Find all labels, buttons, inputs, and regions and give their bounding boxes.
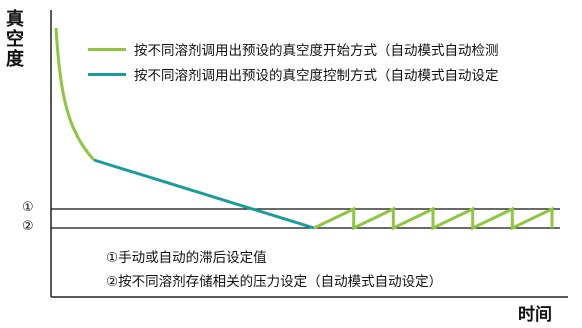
legend-item-start: 按不同溶剂调用出预设的真空度开始方式（自动模式自动检测 bbox=[88, 39, 499, 59]
level-1-marker: ① bbox=[22, 200, 34, 215]
level-2-marker: ② bbox=[22, 219, 34, 234]
control-curve bbox=[93, 158, 315, 230]
legend-label-control: 按不同溶剂调用出预设的真空度控制方式（自动模式自动设定 bbox=[134, 68, 499, 84]
hysteresis-sawtooth bbox=[313, 206, 554, 231]
note-hysteresis: ①手动或自动的滞后设定值 bbox=[106, 250, 267, 266]
legend-label-start: 按不同溶剂调用出预设的真空度开始方式（自动模式自动检测 bbox=[134, 43, 499, 59]
y-axis-title: 真空度 bbox=[4, 10, 26, 70]
start-curve bbox=[54, 27, 96, 162]
hysteresis-path bbox=[313, 206, 554, 231]
x-axis-title: 时间 bbox=[518, 305, 552, 325]
note-pressure-setting: ②按不同溶剂存储相关的压力设定（自动模式自动设定） bbox=[106, 274, 443, 290]
legend-swatch-start bbox=[88, 47, 126, 51]
legend-swatch-control bbox=[88, 72, 126, 76]
legend-item-control: 按不同溶剂调用出预设的真空度控制方式（自动模式自动设定 bbox=[88, 64, 499, 84]
y-axis-title-text: 真空度 bbox=[6, 9, 24, 70]
